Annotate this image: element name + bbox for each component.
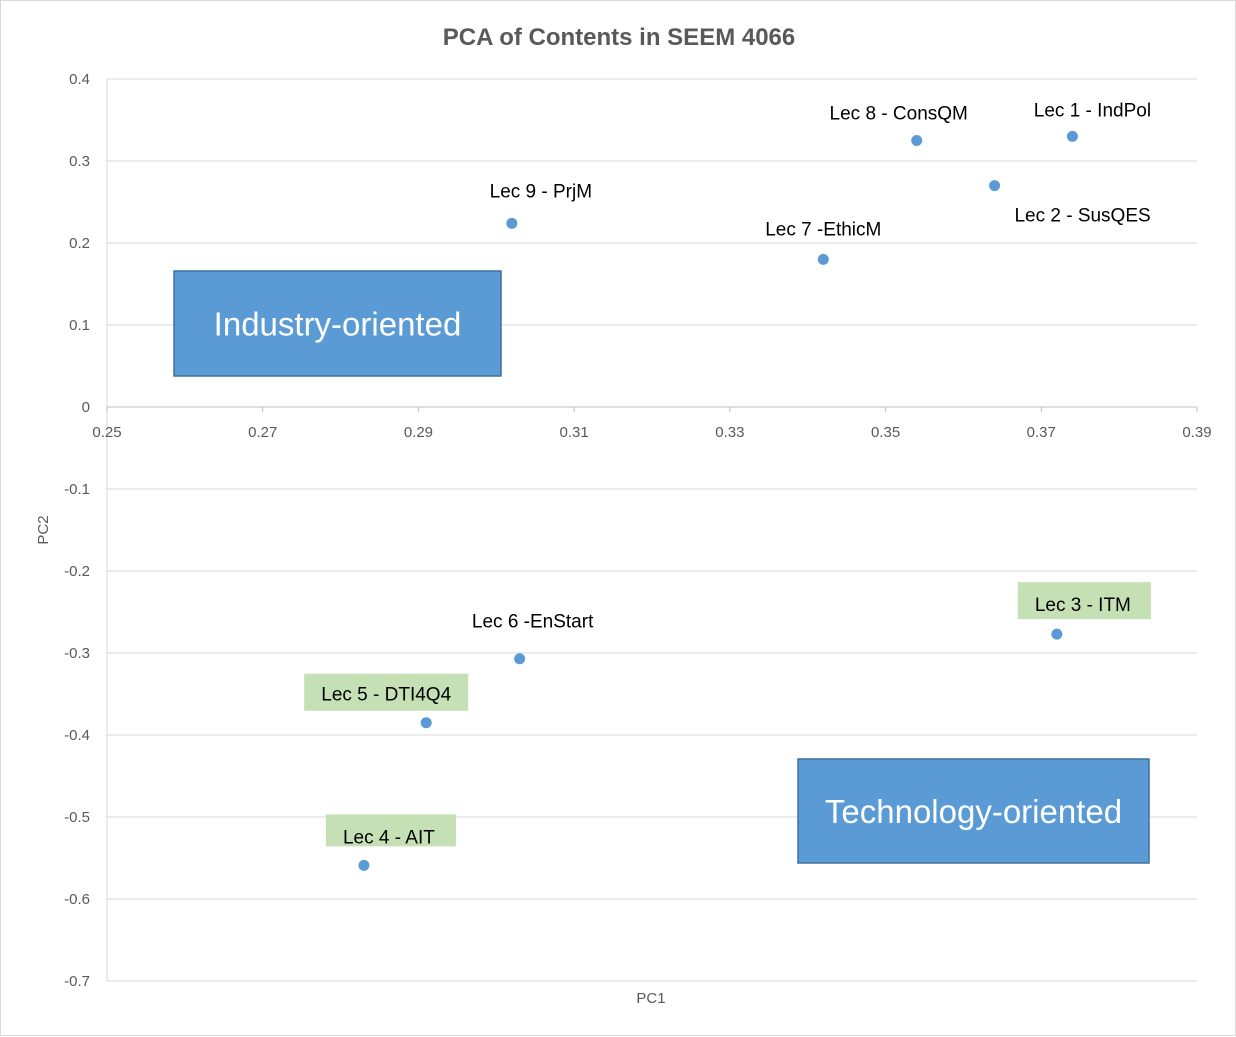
point-label: Lec 6 -EnStart bbox=[472, 612, 594, 633]
label-highlight bbox=[1017, 582, 1151, 620]
point-label: Lec 4 - AIT bbox=[343, 827, 435, 848]
y-tick-label: 0.1 bbox=[69, 317, 90, 334]
chart-title: PCA of Contents in SEEM 4066 bbox=[443, 24, 796, 51]
x-tick-labels: 0.25 0.27 0.29 0.31 0.33 0.35 0.37 0.39 bbox=[92, 424, 1211, 441]
x-axis-title: PC1 bbox=[636, 990, 665, 1007]
data-point bbox=[911, 135, 923, 146]
y-tick-label: -0.2 bbox=[64, 563, 90, 580]
point-labels: Lec 1 - IndPol Lec 2 - SusQES Lec 3 - ITM L… bbox=[304, 100, 1151, 848]
y-tick-label: 0.3 bbox=[69, 153, 90, 170]
data-point bbox=[1051, 628, 1063, 640]
x-tick-label: 0.37 bbox=[1027, 424, 1056, 441]
y-tick-label: 0.2 bbox=[69, 235, 90, 252]
point-label: Lec 5 - DTI4Q4 bbox=[321, 685, 451, 706]
data-point bbox=[1066, 130, 1078, 142]
technology-oriented-box-label: Technology-oriented bbox=[825, 793, 1122, 830]
data-point bbox=[817, 253, 829, 265]
industry-oriented-box bbox=[173, 270, 502, 377]
y-tick-label: 0.4 bbox=[69, 71, 90, 88]
data-point bbox=[506, 217, 518, 229]
y-tick-label: -0.5 bbox=[64, 809, 90, 826]
y-tick-label: -0.7 bbox=[64, 973, 90, 990]
x-tick-label: 0.35 bbox=[871, 424, 900, 441]
point-label: Lec 9 - PrjM bbox=[490, 181, 592, 202]
point-label: Lec 3 - ITM bbox=[1035, 595, 1131, 616]
label-highlight bbox=[304, 673, 469, 711]
data-point bbox=[358, 859, 370, 871]
point-label: Lec 2 - SusQES bbox=[1014, 206, 1150, 227]
point-label: Lec 8 - ConsQM bbox=[830, 104, 968, 125]
x-tick-label: 0.25 bbox=[92, 424, 121, 441]
point-label: Lec 1 - IndPol bbox=[1034, 100, 1151, 121]
annotation-boxes: Industry-oriented Technology-oriented bbox=[173, 270, 1150, 864]
technology-oriented-box bbox=[797, 758, 1150, 864]
x-tick-label: 0.31 bbox=[560, 424, 589, 441]
y-tick-label: -0.4 bbox=[64, 727, 90, 744]
label-highlight bbox=[325, 814, 456, 847]
y-axis-title: PC2 bbox=[35, 515, 52, 544]
y-tick-label: 0 bbox=[82, 399, 90, 416]
industry-oriented-box-label: Industry-oriented bbox=[214, 306, 462, 343]
y-tick-labels: 0.4 0.3 0.2 0.1 0 -0.1 -0.2 -0.3 -0.4 -0.5 -0.6 -0.… bbox=[64, 71, 90, 990]
data-point bbox=[989, 180, 1001, 192]
axes bbox=[106, 79, 1198, 981]
x-tick-label: 0.39 bbox=[1182, 424, 1211, 441]
gridlines bbox=[107, 78, 1197, 982]
y-tick-label: -0.1 bbox=[64, 481, 90, 498]
x-tick-label: 0.27 bbox=[248, 424, 277, 441]
y-tick-label: -0.6 bbox=[64, 891, 90, 908]
data-point bbox=[514, 653, 526, 665]
point-label: Lec 7 -EthicM bbox=[765, 219, 881, 240]
data-point bbox=[420, 717, 432, 729]
data-points bbox=[358, 130, 1078, 871]
x-tick-label: 0.33 bbox=[715, 424, 744, 441]
x-tick-label: 0.29 bbox=[404, 424, 433, 441]
y-tick-label: -0.3 bbox=[64, 645, 90, 662]
